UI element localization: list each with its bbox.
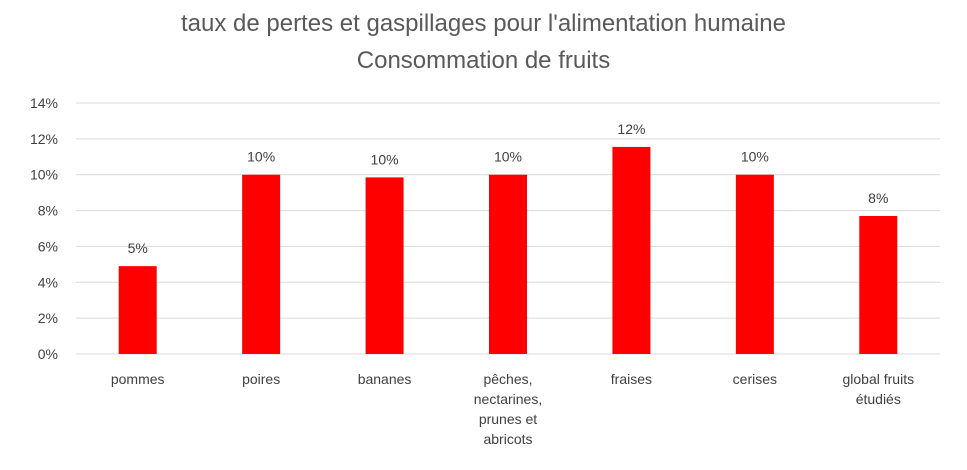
chart-subtitle: Consommation de fruits <box>356 47 611 74</box>
data-label: 10% <box>371 151 399 167</box>
y-tick-label: 2% <box>38 310 58 326</box>
x-tick-label: pêches, nectarines, prunes et abricots <box>474 371 542 447</box>
y-tick-label: 14% <box>30 95 58 111</box>
x-axis: pommes poires bananes pêches, nectarines, pru… <box>111 371 914 447</box>
y-tick-label: 12% <box>30 131 58 147</box>
bar <box>735 174 774 354</box>
bar <box>489 174 527 354</box>
data-labels: 5% 10% 10% 10% 12% 10% 8% <box>128 121 889 256</box>
y-tick-label: 4% <box>38 274 58 290</box>
bars <box>118 146 898 354</box>
x-tick-label: pommes <box>111 371 165 387</box>
bar <box>365 177 404 354</box>
bar <box>612 146 651 354</box>
x-tick-label: global fruits étudiés <box>842 371 914 407</box>
data-label: 8% <box>868 190 888 206</box>
bar <box>118 266 157 354</box>
y-tick-label: 0% <box>38 346 58 362</box>
data-label: 12% <box>617 121 645 137</box>
bar <box>242 174 281 354</box>
bar <box>859 215 898 354</box>
data-label: 10% <box>494 149 522 165</box>
x-tick-label: fraises <box>611 371 652 387</box>
data-label: 5% <box>128 240 148 256</box>
x-tick-label: cerises <box>733 371 777 387</box>
x-tick-label: poires <box>242 371 280 387</box>
chart-title: taux de pertes et gaspillages pour l'ali… <box>181 10 786 37</box>
y-tick-label: 6% <box>38 238 58 254</box>
data-label: 10% <box>741 149 769 165</box>
y-axis: 0% 2% 4% 6% 8% 10% 12% 14% <box>30 95 58 362</box>
x-tick-label: bananes <box>358 371 412 387</box>
y-tick-label: 10% <box>30 167 58 183</box>
y-tick-label: 8% <box>38 203 58 219</box>
data-label: 10% <box>247 149 275 165</box>
